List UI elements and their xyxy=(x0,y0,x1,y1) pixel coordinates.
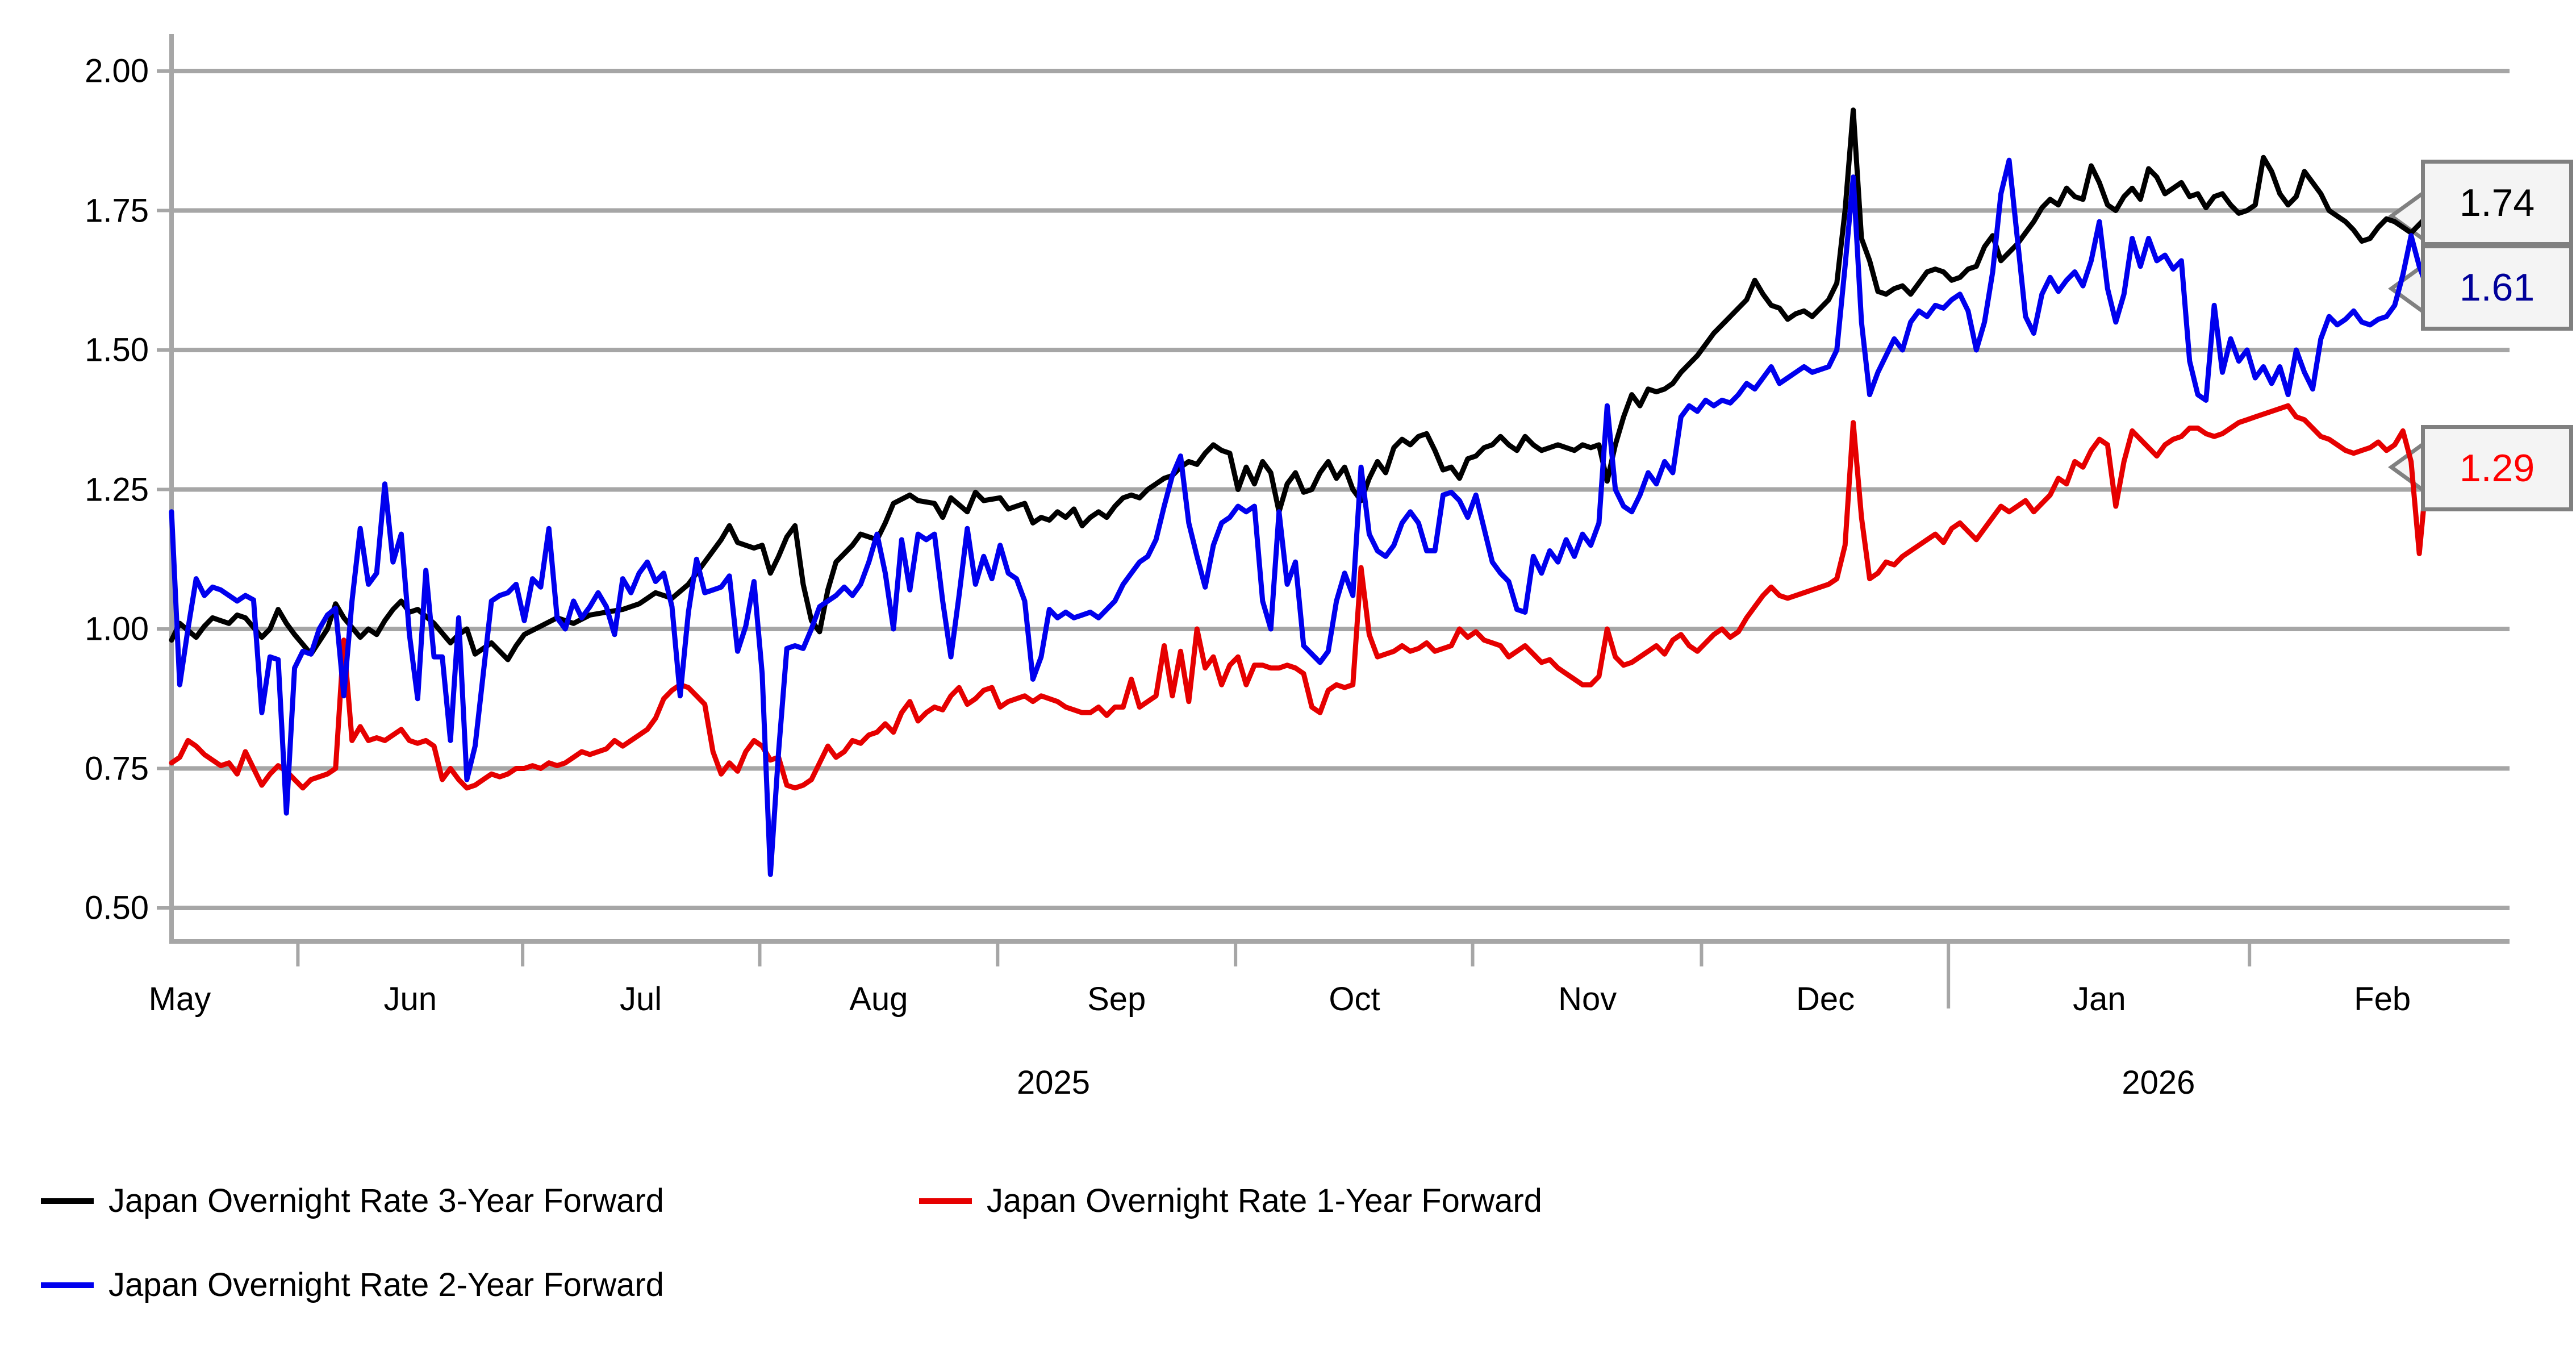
legend-label-1y: Japan Overnight Rate 1-Year Forward xyxy=(987,1182,1542,1219)
series-line-2y-forward xyxy=(169,157,2431,877)
x-axis-month-label: Jun xyxy=(383,981,437,1018)
x-axis-month-label: May xyxy=(148,981,211,1018)
callout-last-value-3y: 1.74 xyxy=(2421,160,2573,246)
callout-label-2y: 1.61 xyxy=(2459,266,2535,309)
legend-swatch-blue-icon xyxy=(41,1282,94,1288)
legend-swatch-red-icon xyxy=(919,1198,972,1204)
x-axis-year-label: 2025 xyxy=(1017,1064,1091,1101)
x-axis-month-label: Sep xyxy=(1087,981,1146,1018)
y-axis-tick-label: 2.00 xyxy=(85,52,149,90)
callout-last-value-2y: 1.61 xyxy=(2421,244,2573,331)
x-axis-month-label: Aug xyxy=(849,981,908,1018)
series-line-3y-forward xyxy=(169,107,2431,662)
legend-item-3y-forward: Japan Overnight Rate 3-Year Forward xyxy=(41,1182,664,1220)
callout-label-3y: 1.74 xyxy=(2459,181,2535,224)
legend-label-3y: Japan Overnight Rate 3-Year Forward xyxy=(108,1182,664,1219)
y-axis-tick-label: 1.75 xyxy=(85,192,149,229)
x-axis-month-label: Oct xyxy=(1329,981,1380,1018)
legend-item-1y-forward: Japan Overnight Rate 1-Year Forward xyxy=(919,1182,1542,1220)
y-axis-tick-label: 0.50 xyxy=(85,889,149,927)
x-axis-month-label: Jul xyxy=(620,981,662,1018)
x-axis-month-label: Dec xyxy=(1796,981,1855,1018)
y-axis-tick-label: 1.00 xyxy=(85,610,149,648)
y-axis-tick-label: 1.25 xyxy=(85,471,149,508)
x-axis-month-label: Nov xyxy=(1558,981,1617,1018)
legend-label-2y: Japan Overnight Rate 2-Year Forward xyxy=(108,1266,664,1303)
y-axis-tick-label: 0.75 xyxy=(85,750,149,787)
x-axis-month-label: Jan xyxy=(2073,981,2126,1018)
legend-swatch-black-icon xyxy=(41,1198,94,1204)
callout-label-1y: 1.29 xyxy=(2459,447,2535,490)
callout-last-value-1y: 1.29 xyxy=(2421,425,2573,511)
x-axis-year-label: 2026 xyxy=(2122,1064,2195,1101)
y-axis-tick-label: 1.50 xyxy=(85,331,149,369)
legend-item-2y-forward: Japan Overnight Rate 2-Year Forward xyxy=(41,1266,664,1304)
x-axis-month-label: Feb xyxy=(2354,981,2411,1018)
series-line-1y-forward xyxy=(169,403,2431,791)
